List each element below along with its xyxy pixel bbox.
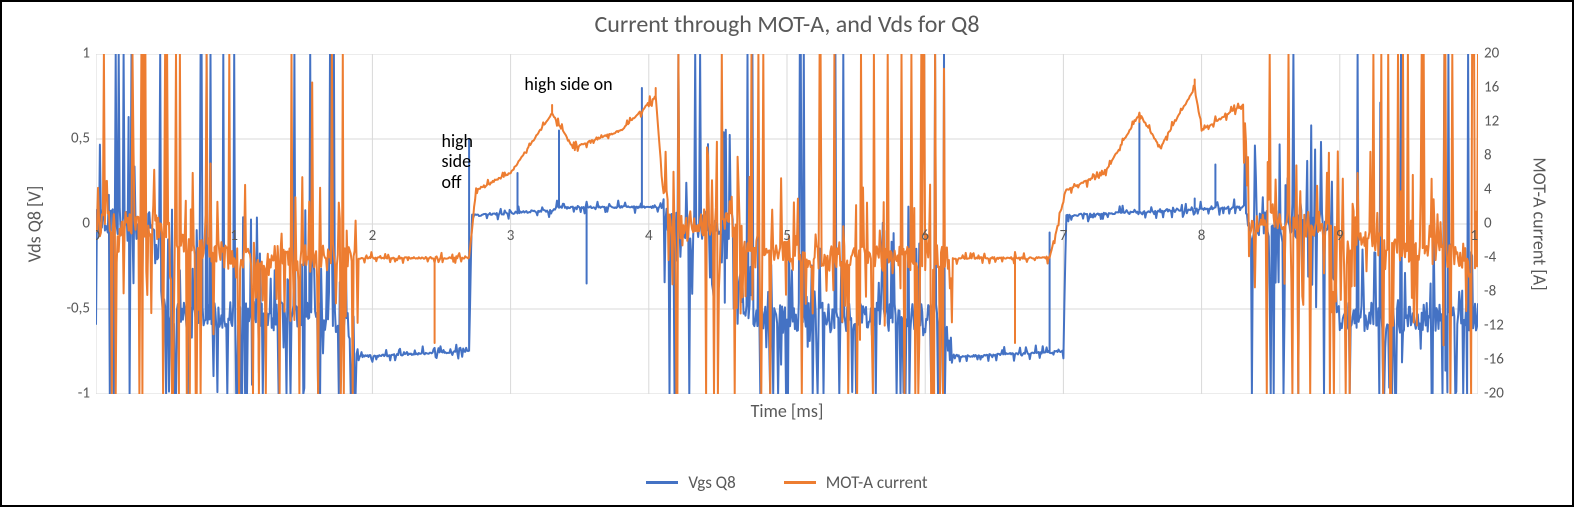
x-axis-label: Time [ms] <box>2 400 1572 422</box>
x-tick: 0 <box>96 227 100 245</box>
x-tick: 1 <box>230 227 238 245</box>
legend-label: Vgs Q8 <box>688 472 735 493</box>
y-axis-right-label: MOT-A current [A] <box>1528 54 1552 394</box>
x-tick: 9 <box>1336 227 1344 245</box>
y-axis-left-ticks: 10,50-0,5-1 <box>50 54 90 394</box>
x-tick: 5 <box>783 227 791 245</box>
y-axis-left-label: Vds Q8 [V] <box>22 54 46 394</box>
y-left-tick: 0,5 <box>50 132 90 147</box>
annotation: high side off <box>442 131 474 193</box>
chart-container: Current through MOT-A, and Vds for Q8 Vd… <box>0 0 1574 507</box>
annotation: high side on <box>524 74 612 95</box>
chart-title: Current through MOT-A, and Vds for Q8 <box>2 2 1572 43</box>
y-left-tick: -0,5 <box>50 302 90 317</box>
y-left-tick: 1 <box>50 47 90 62</box>
legend-item: Vgs Q8 <box>646 472 735 493</box>
y-right-tick: 20 <box>1484 47 1524 62</box>
plot-area: 0 1 2 3 4 5 6 7 8 9 10 high side on high side off <box>96 54 1478 394</box>
x-tick: 3 <box>507 227 515 245</box>
legend-swatch <box>646 481 678 484</box>
x-tick: 2 <box>369 227 377 245</box>
y-left-tick: 0 <box>50 217 90 232</box>
legend-item: MOT-A current <box>784 472 928 493</box>
x-tick: 4 <box>645 227 653 245</box>
plot-row: Vds Q8 [V] 10,50-0,5-1 012345678910high … <box>22 54 1552 394</box>
y-axis-right-ticks: 201612840-4-8-12-16-20 <box>1484 54 1524 394</box>
x-tick: 7 <box>1060 227 1068 245</box>
y-right-tick: -16 <box>1484 353 1524 368</box>
x-tick: 10 <box>1470 227 1478 245</box>
y-right-tick: 4 <box>1484 183 1524 198</box>
y-right-tick: 0 <box>1484 217 1524 232</box>
legend: Vgs Q8 MOT-A current <box>2 472 1572 493</box>
legend-label: MOT-A current <box>826 472 928 493</box>
y-right-tick: 12 <box>1484 115 1524 130</box>
y-right-tick: -4 <box>1484 251 1524 266</box>
y-right-tick: 16 <box>1484 81 1524 96</box>
y-right-tick: -12 <box>1484 319 1524 334</box>
y-right-tick: 8 <box>1484 149 1524 164</box>
x-tick: 8 <box>1198 227 1206 245</box>
legend-swatch <box>784 481 816 484</box>
y-right-tick: -8 <box>1484 285 1524 300</box>
x-tick: 6 <box>921 227 929 245</box>
